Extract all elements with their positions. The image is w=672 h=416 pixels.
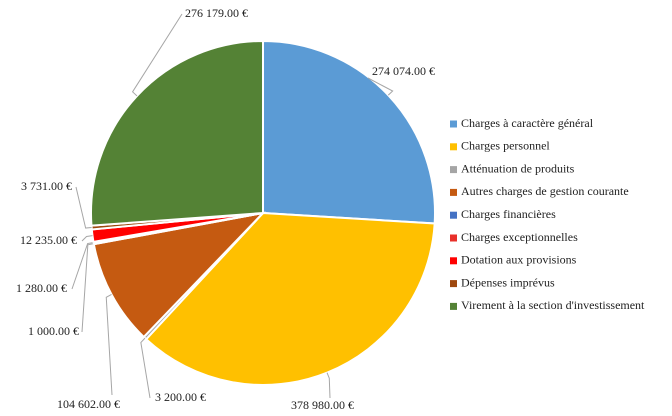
legend-label: Autres charges de gestion courante: [461, 184, 629, 198]
legend-swatch: [450, 211, 457, 219]
legend-swatch: [450, 234, 457, 242]
leader-line: [367, 77, 394, 96]
legend-swatch: [450, 143, 457, 151]
legend-label: Charges personnel: [461, 139, 550, 153]
leader-line: [71, 242, 94, 290]
legend-swatch: [450, 166, 457, 174]
legend-label: Atténuation de produits: [461, 161, 575, 175]
data-label: 276 179.00 €: [185, 6, 248, 20]
legend-swatch: [450, 188, 457, 196]
data-label: 378 980.00 €: [291, 398, 354, 412]
legend-label: Charges à caractère général: [461, 116, 594, 130]
leader-line: [75, 186, 92, 229]
leader-line: [326, 372, 331, 399]
legend-swatch: [450, 302, 457, 310]
data-label: 274 074.00 €: [372, 64, 435, 78]
data-label: 1 000.00 €: [28, 324, 79, 338]
legend-swatch: [450, 257, 457, 265]
leader-line: [81, 243, 94, 333]
legend-label: Charges financières: [461, 207, 556, 221]
leader-line: [81, 235, 93, 242]
data-label: 3 731.00 €: [21, 179, 72, 193]
leader-line: [105, 294, 113, 396]
legend-label: Dotation aux provisions: [461, 253, 577, 267]
leader-line: [131, 13, 183, 97]
data-label: 104 602.00 €: [57, 397, 120, 411]
data-label: 3 200.00 €: [155, 390, 206, 404]
data-label: 1 280.00 €: [16, 281, 67, 295]
data-label: 12 235.00 €: [20, 233, 77, 247]
legend-label: Charges exceptionnelles: [461, 230, 578, 244]
legend-swatch: [450, 280, 457, 288]
legend-label: Virement à la section d'investissement: [461, 298, 645, 312]
legend-label: Dépenses imprévus: [461, 275, 555, 289]
pie-slice: [90, 39, 264, 227]
legend-swatch: [450, 120, 457, 128]
leader-line: [140, 337, 151, 399]
